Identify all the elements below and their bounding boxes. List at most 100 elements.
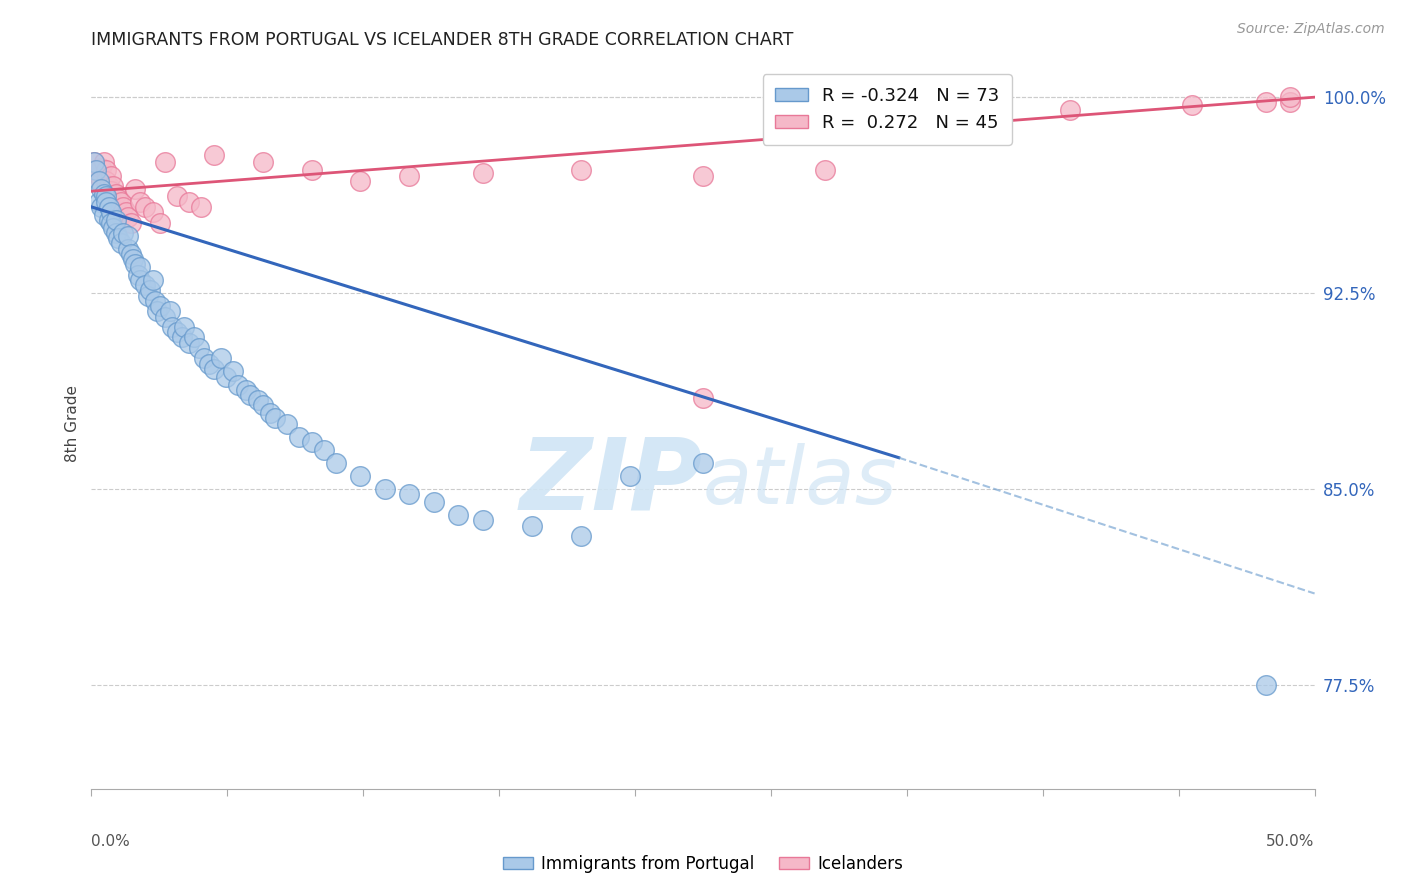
Point — [117, 211, 139, 225]
Point — [202, 147, 225, 161]
Point — [141, 205, 163, 219]
Point — [215, 369, 238, 384]
Point — [312, 442, 335, 457]
Point — [936, 111, 959, 125]
Point — [288, 430, 311, 444]
Point — [1254, 95, 1277, 110]
Point — [325, 456, 347, 470]
Point — [107, 231, 129, 245]
Point — [814, 116, 837, 130]
Point — [104, 213, 127, 227]
Point — [136, 289, 159, 303]
Point — [103, 220, 125, 235]
Point — [141, 273, 163, 287]
Point — [159, 304, 181, 318]
Point — [301, 163, 323, 178]
Point — [202, 362, 225, 376]
Text: IMMIGRANTS FROM PORTUGAL VS ICELANDER 8TH GRADE CORRELATION CHART: IMMIGRANTS FROM PORTUGAL VS ICELANDER 8T… — [91, 31, 794, 49]
Point — [349, 174, 371, 188]
Point — [110, 194, 132, 209]
Point — [264, 411, 287, 425]
Point — [84, 163, 107, 178]
Point — [84, 163, 107, 178]
Point — [1254, 678, 1277, 692]
Point — [188, 341, 211, 355]
Point — [97, 179, 120, 194]
Point — [520, 518, 543, 533]
Point — [129, 194, 152, 209]
Text: ZIP: ZIP — [520, 434, 703, 531]
Point — [226, 377, 249, 392]
Point — [117, 228, 139, 243]
Point — [87, 169, 110, 183]
Point — [153, 155, 176, 169]
Point — [83, 155, 105, 169]
Point — [107, 192, 129, 206]
Point — [235, 383, 257, 397]
Point — [1279, 95, 1302, 110]
Point — [100, 216, 122, 230]
Point — [120, 247, 142, 261]
Point — [127, 268, 149, 282]
Point — [90, 181, 112, 195]
Point — [190, 200, 212, 214]
Point — [110, 236, 132, 251]
Point — [87, 174, 110, 188]
Point — [619, 469, 641, 483]
Point — [166, 189, 188, 203]
Point — [149, 299, 172, 313]
Point — [134, 278, 156, 293]
Point — [471, 513, 494, 527]
Point — [276, 417, 298, 431]
Point — [146, 304, 169, 318]
Point — [100, 184, 122, 198]
Point — [129, 260, 152, 274]
Legend: R = -0.324   N = 73, R =  0.272   N = 45: R = -0.324 N = 73, R = 0.272 N = 45 — [762, 74, 1012, 145]
Point — [198, 357, 221, 371]
Point — [252, 155, 274, 169]
Point — [153, 310, 176, 324]
Point — [1279, 90, 1302, 104]
Point — [83, 155, 105, 169]
Point — [569, 163, 592, 178]
Point — [398, 169, 420, 183]
Point — [398, 487, 420, 501]
Point — [112, 200, 135, 214]
Point — [94, 189, 117, 203]
Point — [90, 174, 112, 188]
Point — [239, 388, 262, 402]
Point — [246, 393, 269, 408]
Point — [179, 335, 201, 350]
Point — [692, 456, 714, 470]
Point — [166, 326, 188, 340]
Point — [134, 200, 156, 214]
Text: atlas: atlas — [703, 443, 898, 521]
Point — [139, 284, 162, 298]
Point — [93, 186, 115, 201]
Point — [120, 216, 142, 230]
Point — [423, 495, 446, 509]
Point — [87, 194, 110, 209]
Point — [97, 200, 120, 214]
Point — [124, 257, 146, 271]
Point — [104, 226, 127, 240]
Point — [193, 351, 215, 366]
Point — [183, 330, 205, 344]
Point — [93, 155, 115, 169]
Point — [569, 529, 592, 543]
Point — [90, 161, 112, 175]
Point — [447, 508, 470, 523]
Point — [104, 186, 127, 201]
Point — [692, 169, 714, 183]
Point — [124, 181, 146, 195]
Point — [1181, 98, 1204, 112]
Y-axis label: 8th Grade: 8th Grade — [65, 385, 80, 462]
Text: 0.0%: 0.0% — [91, 834, 131, 849]
Point — [117, 242, 139, 256]
Point — [173, 320, 195, 334]
Point — [252, 398, 274, 412]
Point — [94, 163, 117, 178]
Point — [97, 213, 120, 227]
Point — [374, 482, 396, 496]
Point — [160, 320, 183, 334]
